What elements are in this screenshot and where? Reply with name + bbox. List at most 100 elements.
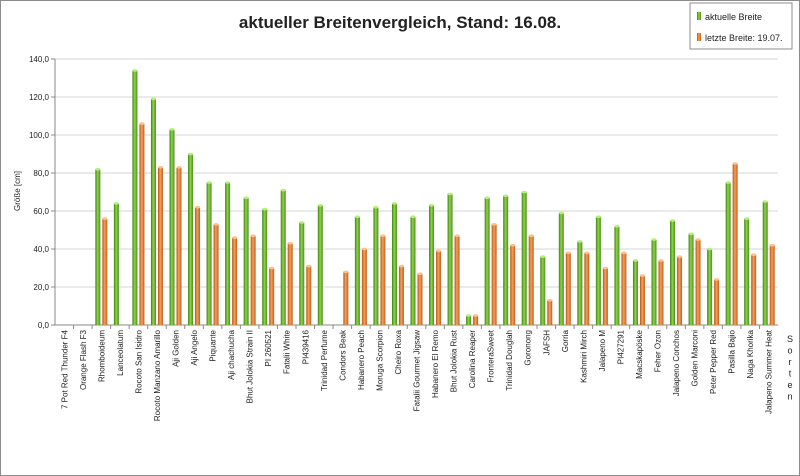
bar-current-cap (670, 219, 676, 222)
bar-previous-cap (658, 259, 664, 262)
bar-previous (213, 224, 219, 325)
bar-current-cap (725, 181, 731, 184)
bar-current (632, 260, 638, 325)
bar-previous (510, 245, 516, 325)
bar-previous-cap (250, 234, 256, 237)
bar-previous (491, 224, 497, 325)
bar-current (651, 239, 657, 325)
bar-previous (176, 167, 182, 325)
x-tick-label: Rocoto Manzano Amarillo (153, 329, 162, 421)
bar-current-cap (484, 196, 490, 199)
bar-current (762, 201, 768, 325)
x-tick-label: Golden Marconi (691, 330, 700, 387)
bar-previous-cap (473, 314, 479, 317)
bar-previous (139, 123, 145, 325)
x-tick-label: Rocoto San Isidro (134, 329, 143, 393)
bar-previous (287, 243, 293, 325)
bar-current-cap (688, 232, 694, 236)
bar-current (577, 241, 583, 325)
bar-current (614, 226, 620, 325)
bar-previous-cap (195, 205, 201, 209)
bar-current (429, 205, 435, 325)
bar-previous-cap (269, 266, 275, 270)
bar-current (132, 70, 138, 326)
x-tick-label: Aji Golden (172, 330, 181, 367)
bar-previous (473, 315, 479, 325)
x-tick-label: Piquante (209, 329, 218, 361)
bar-current-cap (373, 205, 379, 209)
bar-previous (528, 235, 534, 325)
bar-current-cap (540, 255, 546, 258)
bar-current-cap (225, 181, 231, 184)
bar-current-cap (503, 194, 509, 198)
bar-current-cap (95, 167, 101, 171)
x-tick-label: Naga Khorika (746, 329, 755, 378)
x-tick-label: Pasilla Bajio (728, 329, 737, 373)
bar-previous (565, 252, 571, 325)
x-tick-label: PI439416 (301, 329, 310, 364)
bar-current-cap (299, 221, 305, 224)
bar-previous-cap (639, 274, 645, 277)
x-tick-label: 7 Pot Red Thunder F4 (60, 329, 69, 409)
bar-previous-cap (751, 253, 757, 256)
x-tick-label: Orange Flash F3 (79, 329, 88, 390)
bar-previous (621, 252, 627, 325)
bar-previous (398, 266, 404, 325)
bar-current (484, 197, 490, 325)
x-tick-label: JAFSH (542, 330, 551, 356)
x-tick-label: Jalapeno Conchos (672, 330, 681, 396)
bar-current-cap (391, 202, 397, 205)
bar-current-cap (466, 314, 472, 317)
plot-area: 0,0 20,0 40,0 60,0 80,0 100,0 120,0 140,0 7 Pot … (29, 55, 778, 421)
y-tick-label: 60,0 (33, 207, 49, 216)
legend-label-current: aktuelle Breite (705, 12, 762, 22)
bar-previous-cap (380, 234, 386, 237)
bar-current (391, 203, 397, 325)
bar-previous (417, 273, 423, 325)
bar-current (188, 154, 194, 325)
bar-previous-cap (287, 242, 293, 245)
bar-previous (584, 252, 590, 325)
bar-current-cap (762, 200, 768, 203)
bar-current (262, 209, 268, 325)
x-tick-label: Macskapöske (635, 329, 644, 378)
bar-current-cap (150, 97, 156, 101)
x-tick-label: Trinidad Perfume (320, 329, 329, 391)
bar-current (317, 205, 323, 325)
bar-current-cap (243, 196, 249, 199)
x-tick-label: Rhomboideum (97, 330, 106, 382)
bar-previous-cap (102, 217, 108, 220)
bar-previous (195, 207, 201, 325)
bar-previous-cap (602, 266, 608, 270)
bar-current-cap (206, 181, 212, 184)
x-tick-label: Trinidad Douglah (505, 330, 514, 391)
x-tick-label: Lanceolatum (116, 330, 125, 376)
bar-current-cap (447, 192, 453, 196)
x-tick-label: Jalapeno Summer Heat (765, 329, 774, 414)
bar-previous (732, 163, 738, 325)
bar-previous (157, 167, 163, 325)
bar-current (725, 182, 731, 325)
bar-current (280, 190, 286, 325)
bar-current (670, 220, 676, 325)
bar-previous (306, 266, 312, 325)
x-tick-label: Kashmiri Mirch (579, 330, 588, 383)
x-tick-label: PI 260521 (264, 329, 273, 366)
y-tick-label: 80,0 (33, 169, 49, 178)
bar-current-cap (577, 240, 583, 243)
bar-previous-cap (547, 299, 553, 302)
x-tick-label: Habanero El Remo (431, 329, 440, 398)
x-axis-title-letter: S (787, 334, 793, 344)
x-tick-label: Habanero Peach (357, 330, 366, 390)
bar-previous-cap (677, 255, 683, 258)
bar-previous (454, 235, 460, 325)
x-axis-title-letter: o (787, 346, 792, 356)
y-tick-label: 0,0 (38, 321, 50, 330)
bar-previous (751, 254, 757, 325)
x-tick-label: Bhut Jolokia Strain II (246, 330, 255, 403)
bar-current-cap (651, 238, 657, 241)
bar-previous-cap (398, 264, 404, 268)
bar-current-cap (317, 204, 323, 207)
bar-current (410, 216, 416, 325)
